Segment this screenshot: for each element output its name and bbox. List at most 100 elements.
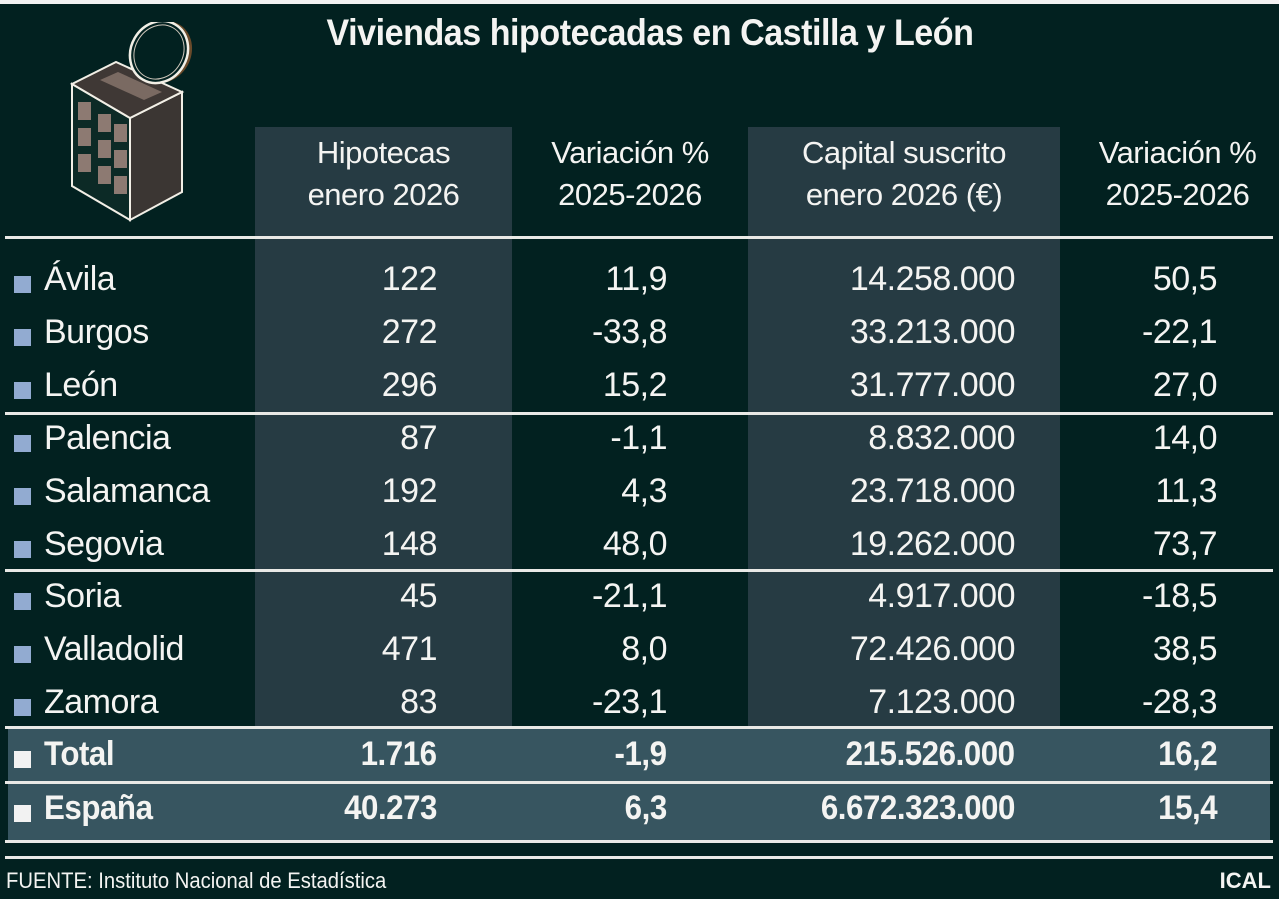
page-title: Viviendas hipotecadas en Castilla y León (326, 12, 974, 53)
variacion-hipotecas-value: -1,1 (610, 419, 667, 457)
building-with-coin-icon (69, 22, 193, 222)
table-row: Soria 45 -21,1 4.917.000 -18,5 (0, 571, 1279, 624)
variacion-hipotecas-value: 11,9 (605, 260, 667, 298)
variacion-hipotecas-value: 48,0 (602, 525, 668, 563)
hipotecas-value: 87 (400, 419, 437, 457)
totals-bottom-divider (5, 840, 1273, 843)
capital-value: 31.777.000 (849, 366, 1016, 404)
header-line1: Hipotecas (316, 135, 451, 170)
hipotecas-value: 45 (400, 577, 437, 615)
table-row: Valladolid 471 8,0 72.426.000 38,5 (0, 624, 1279, 677)
variacion-capital-value: -28,3 (1142, 683, 1218, 721)
header-line1: Variación % (551, 135, 709, 170)
variacion-capital-value: 73,7 (1152, 525, 1218, 563)
hipotecas-value: 40.273 (344, 789, 437, 827)
header-line2: enero 2026 (307, 177, 460, 212)
source-note: FUENTE: Instituto Nacional de Estadístic… (6, 868, 387, 893)
province-name: España (44, 789, 153, 827)
column-shade-capital (748, 127, 1060, 727)
variacion-capital-value: 38,5 (1152, 630, 1218, 668)
bullet-square-icon (14, 435, 31, 452)
variacion-hipotecas-value: 4,3 (621, 472, 667, 510)
variacion-capital-value: -22,1 (1142, 313, 1218, 351)
province-name: Valladolid (44, 630, 184, 668)
variacion-capital-value: 16,2 (1157, 735, 1218, 773)
variacion-hipotecas-value: 6,3 (624, 789, 668, 827)
hipotecas-value: 192 (381, 472, 438, 510)
capital-value: 19.262.000 (849, 525, 1016, 563)
bullet-square-icon (14, 699, 31, 716)
variacion-hipotecas-value: 8,0 (621, 630, 667, 668)
header-hipotecas: Hipotecas enero 2026 (255, 132, 512, 216)
bullet-square-icon (14, 276, 31, 293)
top-border (0, 0, 1279, 4)
variacion-capital-value: -18,5 (1142, 577, 1218, 615)
province-name: León (44, 366, 118, 404)
table-row: Zamora 83 -23,1 7.123.000 -28,3 (0, 677, 1279, 730)
variacion-hipotecas-value: -23,1 (592, 683, 668, 721)
header-line1: Variación % (1098, 135, 1257, 170)
variacion-capital-value: 15,4 (1157, 789, 1218, 827)
capital-value: 72.426.000 (849, 630, 1016, 668)
group-divider (5, 412, 1273, 415)
header-line2: 2025-2026 (558, 177, 702, 212)
bullet-square-icon (14, 593, 31, 610)
bullet-square-icon (14, 751, 31, 768)
table-row: Palencia 87 -1,1 8.832.000 14,0 (0, 413, 1279, 466)
capital-value: 7.123.000 (868, 683, 1015, 721)
totals-band (8, 728, 1270, 840)
bullet-square-icon (14, 382, 31, 399)
bullet-square-icon (14, 488, 31, 505)
header-divider (5, 236, 1273, 239)
header-line2: enero 2026 (€) (805, 177, 1003, 212)
capital-value: 6.672.323.000 (820, 789, 1016, 827)
footer-divider (5, 856, 1273, 859)
table-row: León 296 15,2 31.777.000 27,0 (0, 360, 1279, 413)
group-divider (5, 569, 1273, 572)
hipotecas-value: 1.716 (361, 735, 437, 773)
total-row: Total 1.716 -1,9 215.526.000 16,2 (0, 729, 1279, 782)
hipotecas-value: 148 (381, 525, 438, 563)
capital-value: 33.213.000 (849, 313, 1016, 351)
bullet-square-icon (14, 805, 31, 822)
province-name: Burgos (44, 313, 149, 351)
variacion-capital-value: 50,5 (1152, 260, 1218, 298)
brand-logo: ICAL (1219, 868, 1271, 893)
province-name: Salamanca (44, 472, 210, 510)
total-row: España 40.273 6,3 6.672.323.000 15,4 (0, 783, 1279, 836)
variacion-hipotecas-value: -21,1 (592, 577, 668, 615)
header-capital: Capital suscrito enero 2026 (€) (748, 132, 1060, 216)
capital-value: 8.832.000 (868, 419, 1015, 457)
province-name: Palencia (44, 419, 171, 457)
capital-value: 23.718.000 (849, 472, 1016, 510)
variacion-hipotecas-value: -1,9 (614, 735, 668, 773)
table-row: Ávila 122 11,9 14.258.000 50,5 (0, 254, 1279, 307)
capital-value: 215.526.000 (846, 735, 1015, 773)
bullet-square-icon (14, 646, 31, 663)
province-name: Zamora (44, 683, 159, 721)
bullet-square-icon (14, 329, 31, 346)
variacion-capital-value: 11,3 (1155, 472, 1217, 510)
header-line1: Capital suscrito (802, 135, 1006, 170)
variacion-capital-value: 14,0 (1152, 419, 1218, 457)
hipotecas-value: 471 (381, 630, 438, 668)
bullet-square-icon (14, 541, 31, 558)
province-name: Ávila (44, 260, 116, 298)
header-variacion-hipotecas: Variación % 2025-2026 (512, 132, 748, 216)
capital-value: 14.258.000 (849, 260, 1016, 298)
header-variacion-capital: Variación % 2025-2026 (1060, 132, 1279, 216)
totals-top-divider (5, 726, 1273, 729)
table-row: Salamanca 192 4,3 23.718.000 11,3 (0, 466, 1279, 519)
column-shade-hipotecas (255, 127, 512, 727)
table-row: Segovia 148 48,0 19.262.000 73,7 (0, 519, 1279, 572)
totals-mid-divider (5, 781, 1273, 784)
province-name: Total (44, 735, 115, 773)
variacion-hipotecas-value: 15,2 (602, 366, 668, 404)
variacion-capital-value: 27,0 (1152, 366, 1218, 404)
capital-value: 4.917.000 (868, 577, 1015, 615)
hipotecas-value: 296 (381, 366, 438, 404)
variacion-hipotecas-value: -33,8 (592, 313, 668, 351)
header-line2: 2025-2026 (1105, 177, 1250, 212)
province-name: Soria (44, 577, 121, 615)
hipotecas-value: 272 (381, 313, 438, 351)
